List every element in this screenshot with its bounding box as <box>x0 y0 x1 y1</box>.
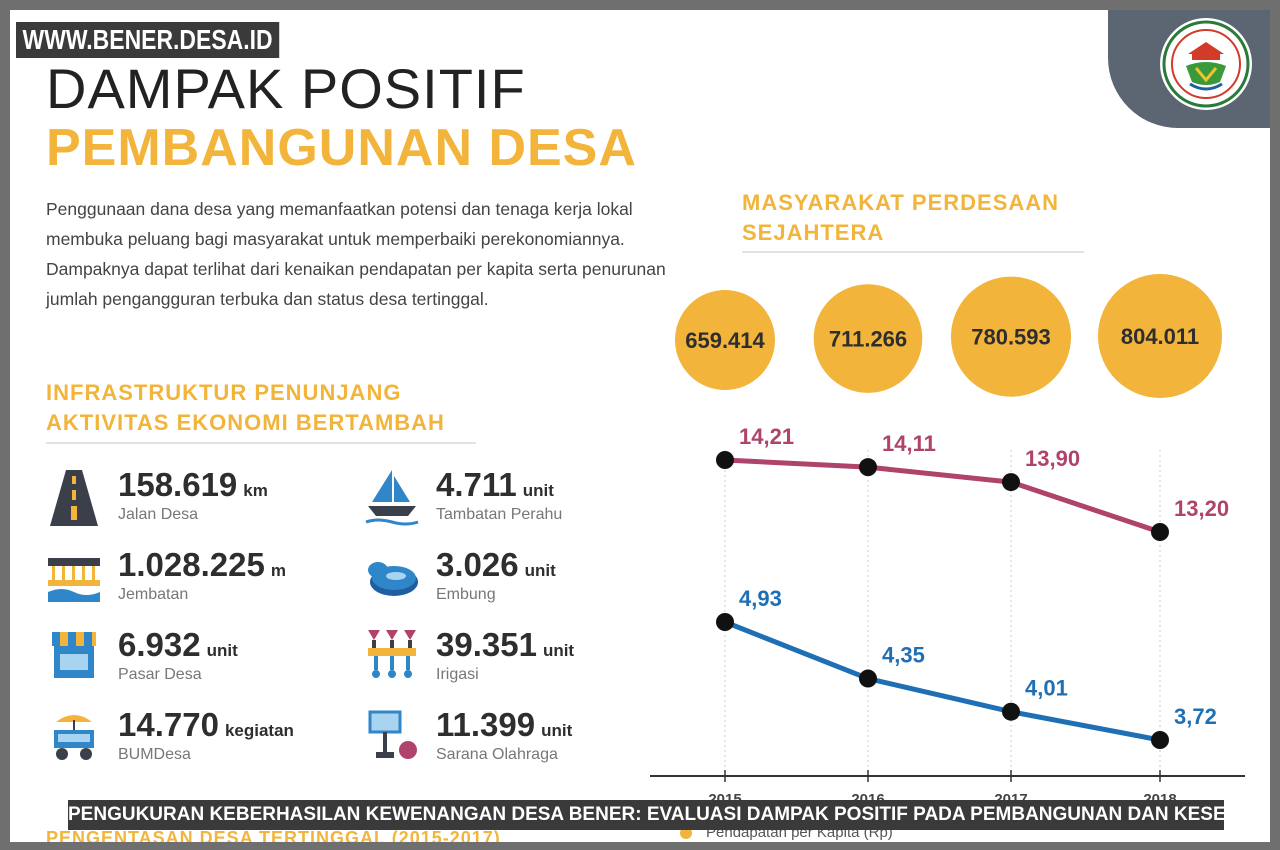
cart-icon <box>46 706 102 768</box>
bubble <box>675 290 775 390</box>
chart-title: MASYARAKAT PERDESAAN SEJAHTERA <box>742 188 1059 248</box>
data-label: 14,21 <box>739 424 794 449</box>
divider <box>46 442 476 444</box>
stat-embung: 3.026 unit Embung <box>364 546 664 616</box>
stat-value: 6.932 <box>118 626 201 663</box>
footer-heading: PENGENTASAN DESA TERTINGGAL (2015-2017) <box>46 828 501 842</box>
bubble-label: 804.011 <box>1121 324 1199 349</box>
data-label: 4,01 <box>1025 676 1068 701</box>
data-point <box>1151 523 1169 541</box>
stat-bumdesa: 14.770 kegiatan BUMDesa <box>46 706 346 776</box>
stat-jembatan: 1.028.225 m Jembatan <box>46 546 346 616</box>
road-icon <box>46 466 102 528</box>
stat-irigasi: 39.351 unit Irigasi <box>364 626 664 696</box>
bridge-icon <box>46 546 102 608</box>
infrastructure-heading: INFRASTRUKTUR PENUNJANG AKTIVITAS EKONOM… <box>46 378 445 438</box>
stat-unit: km <box>243 481 268 500</box>
stat-value: 11.399 <box>436 706 536 743</box>
pond-icon <box>364 546 420 608</box>
stat-label: BUMDesa <box>118 746 191 763</box>
data-point <box>859 669 877 688</box>
bubble <box>813 284 923 393</box>
bubble <box>950 276 1072 397</box>
site-watermark: WWW.BENER.DESA.ID <box>16 22 280 58</box>
logo-tab <box>1108 10 1270 128</box>
bubble-label: 780.593 <box>971 325 1051 350</box>
stat-value: 14.770 <box>118 706 219 743</box>
x-tick-label: 2018 <box>1143 791 1176 800</box>
divider <box>742 251 1084 253</box>
series-line <box>724 619 1161 743</box>
stat-unit: unit <box>522 481 554 500</box>
data-point <box>1002 473 1020 492</box>
data-point <box>859 458 877 477</box>
data-label: 4,93 <box>739 586 782 611</box>
stat-value: 3.026 <box>436 546 519 583</box>
title-line-2: PEMBANGUNAN DESA <box>46 119 637 177</box>
welfare-chart: 2015 2016 2017 2018 659.414 711.266 780.593 804… <box>650 274 1245 800</box>
stat-value: 4.711 <box>436 466 517 503</box>
boat-icon <box>364 466 420 528</box>
legend-swatch-icon <box>680 827 692 840</box>
chart-title-line-1: MASYARAKAT PERDESAAN <box>742 190 1060 215</box>
stat-unit: m <box>270 561 286 580</box>
stat-jalan-desa: 158.619 km Jalan Desa <box>46 466 346 536</box>
data-point <box>716 451 734 469</box>
stat-label: Jembatan <box>118 586 189 603</box>
x-tick-label: 2015 <box>708 791 741 800</box>
x-tick-label: 2017 <box>994 791 1027 800</box>
chart-title-line-2: SEJAHTERA <box>742 220 885 245</box>
data-label: 13,20 <box>1174 496 1229 521</box>
irrigation-icon <box>364 626 420 688</box>
infographic: DAMPAK POSITIF PEMBANGUNAN DESA Pengguna… <box>10 10 1270 842</box>
stat-label: Sarana Olahraga <box>436 746 558 763</box>
stat-sarana-olahraga: 11.399 unit Sarana Olahraga <box>364 706 664 776</box>
stat-value: 39.351 <box>436 626 537 663</box>
data-point <box>1002 702 1020 721</box>
stat-label: Irigasi <box>436 666 479 683</box>
x-tick-label: 2016 <box>851 791 884 800</box>
series-line <box>724 457 1161 535</box>
data-label: 3,72 <box>1174 704 1217 729</box>
stat-pasar-desa: 6.932 unit Pasar Desa <box>46 626 346 696</box>
data-label: 13,90 <box>1025 446 1080 471</box>
stat-label: Jalan Desa <box>118 506 199 523</box>
stat-unit: unit <box>524 561 556 580</box>
stat-unit: unit <box>206 641 238 660</box>
stat-unit: kegiatan <box>224 721 294 740</box>
bubble-label: 711.266 <box>829 327 907 352</box>
stat-tambatan-perahu: 4.711 unit Tambatan Perahu <box>364 466 664 536</box>
stat-label: Embung <box>436 586 496 603</box>
stat-unit: unit <box>541 721 573 740</box>
market-icon <box>46 626 102 688</box>
stat-value: 158.619 <box>118 466 238 503</box>
bubble-label: 659.414 <box>685 328 765 353</box>
stat-label: Tambatan Perahu <box>436 506 563 523</box>
caption-banner: PENGUKURAN KEBERHASILAN KEWENANGAN DESA … <box>68 800 1224 830</box>
stat-label: Pasar Desa <box>118 666 202 683</box>
infrastructure-heading-line-2: AKTIVITAS EKONOMI BERTAMBAH <box>46 410 445 435</box>
title-line-1: DAMPAK POSITIF <box>46 57 526 120</box>
ministry-logo-icon <box>1160 18 1252 110</box>
data-label: 14,11 <box>882 431 936 456</box>
stat-unit: unit <box>542 641 575 660</box>
data-point <box>1151 731 1169 749</box>
stat-value: 1.028.225 <box>118 546 265 583</box>
sports-icon <box>364 706 420 768</box>
data-label: 4,35 <box>882 643 925 668</box>
infrastructure-heading-line-1: INFRASTRUKTUR PENUNJANG <box>46 380 402 405</box>
bubble <box>1098 274 1222 398</box>
data-point <box>716 613 734 631</box>
intro-paragraph: Penggunaan dana desa yang memanfaatkan p… <box>46 199 666 309</box>
